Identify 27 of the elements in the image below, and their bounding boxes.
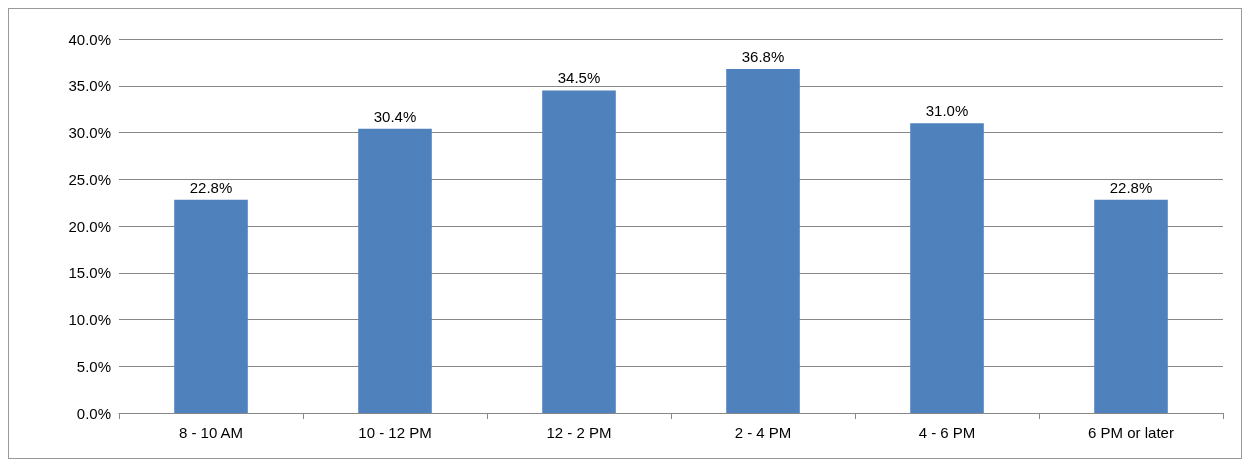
bar [174,199,248,413]
data-label: 22.8% [189,178,233,196]
data-label: 34.5% [557,69,601,87]
bar [910,123,984,413]
bar [542,90,616,413]
bar [726,68,800,413]
data-label: 22.8% [1109,178,1153,196]
y-tick-label: 35.0% [68,77,111,95]
x-tick-label: 2 - 4 PM [734,424,792,441]
data-label: 31.0% [925,102,969,120]
bar [1094,199,1168,413]
bar [358,128,432,413]
x-tick-label: 10 - 12 PM [358,424,432,441]
data-label: 36.8% [741,47,785,65]
y-tick-label: 30.0% [68,124,111,141]
y-tick-label: 15.0% [68,264,111,282]
y-tick-label: 40.0% [68,30,111,48]
x-tick-label: 6 PM or later [1088,424,1174,441]
x-tick-label: 12 - 2 PM [546,424,612,441]
x-tick-label: 4 - 6 PM [918,424,976,441]
x-tick-label: 8 - 10 AM [178,424,244,441]
y-tick-label: 0.0% [76,404,111,422]
y-tick-label: 25.0% [68,170,111,188]
y-tick-label: 10.0% [68,311,111,328]
y-tick-label: 20.0% [68,217,111,235]
y-tick-label: 5.0% [76,357,111,375]
data-label: 30.4% [373,107,417,125]
